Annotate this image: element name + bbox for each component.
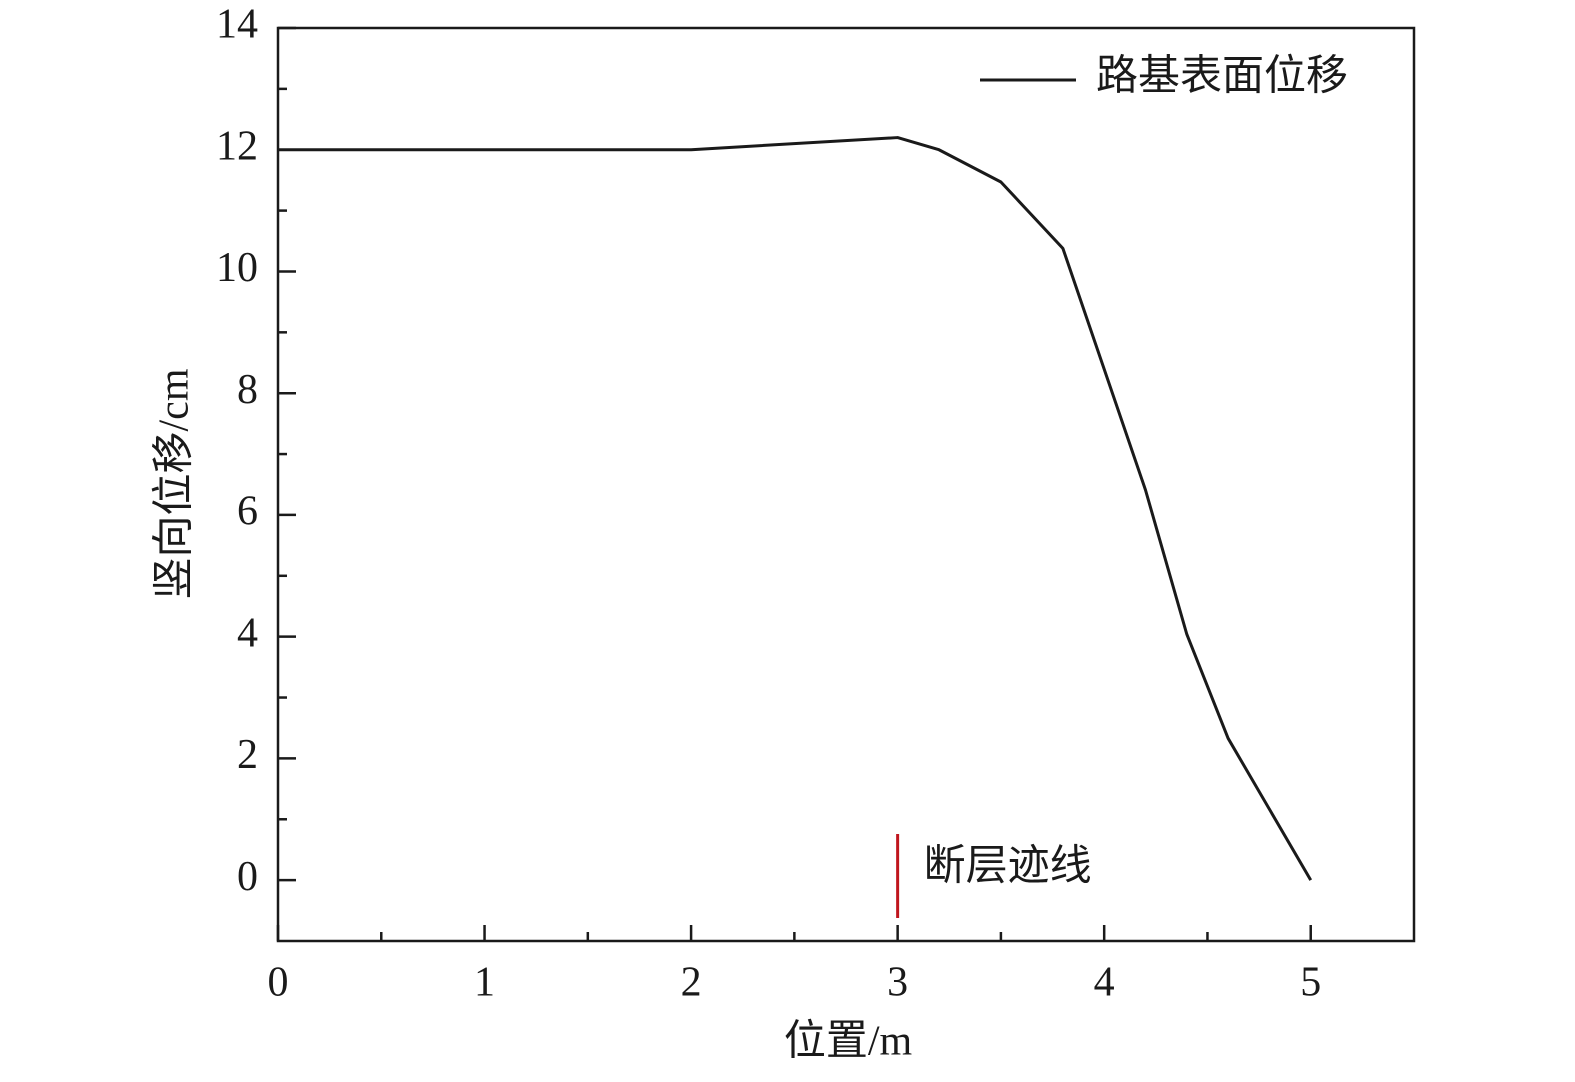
y-tick-label: 12 <box>216 123 258 169</box>
y-tick-label: 6 <box>237 489 258 535</box>
plot-frame <box>276 26 1416 943</box>
x-axis-label: 位置/m <box>784 1018 913 1065</box>
y-tick-label: 14 <box>216 2 258 48</box>
x-tick-label: 0 <box>268 960 289 1006</box>
y-tick-label: 10 <box>216 245 258 291</box>
x-tick-label: 1 <box>474 960 495 1006</box>
x-tick-label: 3 <box>887 960 908 1006</box>
y-axis-label: 竖向位移/cm <box>151 368 198 599</box>
x-tick-label: 4 <box>1094 960 1115 1006</box>
y-tick-label: 4 <box>237 610 258 656</box>
data-line <box>278 136 1313 881</box>
y-tick-label: 2 <box>237 732 258 778</box>
annotation: 断层迹线 <box>924 844 1092 890</box>
y-tick-label: 0 <box>237 854 258 900</box>
y-tick-label: 8 <box>237 367 258 413</box>
legend-label: 路基表面位移 <box>1096 53 1348 100</box>
x-tick-label: 5 <box>1300 960 1321 1006</box>
x-tick-label: 2 <box>681 960 702 1006</box>
